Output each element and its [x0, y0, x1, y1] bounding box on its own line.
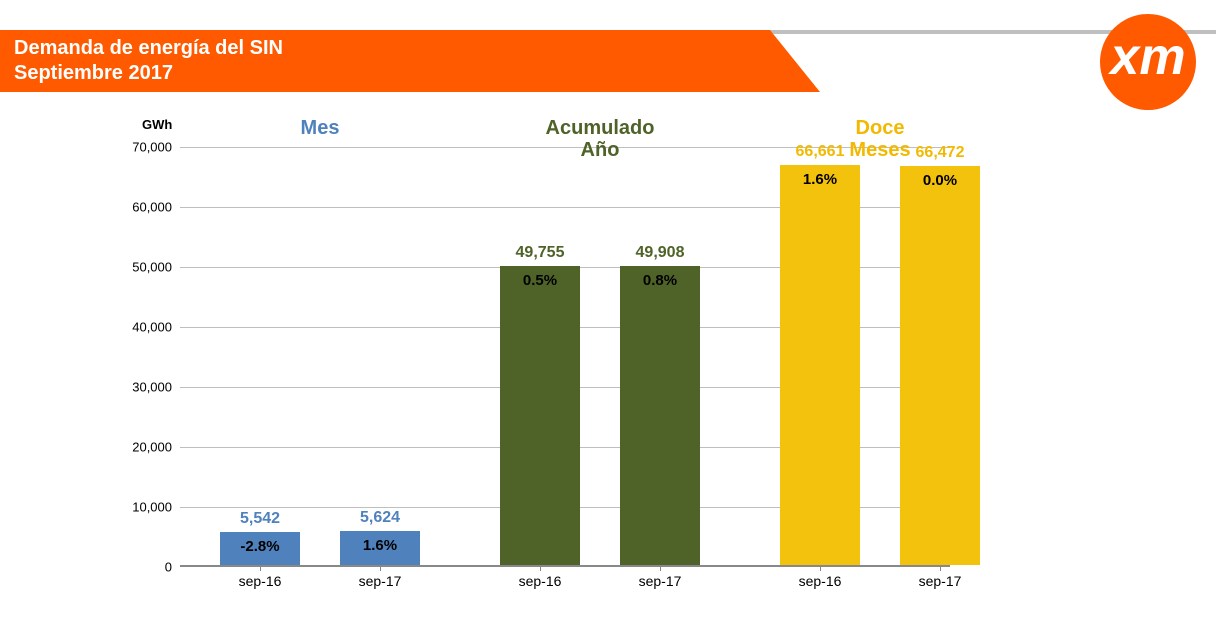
y-tick-label: 10,000 — [132, 500, 172, 515]
page-title-line1: Demanda de energía del SIN — [14, 37, 283, 59]
xm-logo: xm — [1098, 12, 1198, 112]
x-tick-mark — [260, 565, 261, 571]
bar-pct-label: -2.8% — [240, 538, 279, 555]
x-tick-mark — [380, 565, 381, 571]
bar-value-label: 66,661 — [796, 143, 845, 161]
bar-pct-label: 0.8% — [643, 272, 677, 289]
bar-pct-label: 1.6% — [803, 171, 837, 188]
bar-value-label: 66,472 — [916, 144, 965, 162]
bar-value-label: 5,542 — [240, 510, 280, 528]
group-title: Acumulado Año — [546, 117, 655, 161]
x-tick-mark — [940, 565, 941, 571]
x-tick-label: sep-16 — [799, 573, 842, 589]
y-tick-label: 50,000 — [132, 260, 172, 275]
bar-value-label: 49,908 — [636, 244, 685, 262]
x-tick-mark — [660, 565, 661, 571]
bar-pct-label: 0.5% — [523, 272, 557, 289]
x-tick-label: sep-17 — [359, 573, 402, 589]
bar-value-label: 49,755 — [516, 244, 565, 262]
bar: 49,7550.5% — [500, 266, 580, 565]
y-tick-label: 30,000 — [132, 380, 172, 395]
chart: GWh 010,00020,00030,00040,00050,00060,00… — [100, 115, 980, 615]
bar-value-label: 5,624 — [360, 509, 400, 527]
svg-text:xm: xm — [1107, 28, 1185, 86]
y-tick-label: 20,000 — [132, 440, 172, 455]
y-axis-unit: GWh — [142, 117, 172, 132]
x-tick-label: sep-16 — [239, 573, 282, 589]
bar: 66,4720.0% — [900, 166, 980, 565]
x-tick-label: sep-17 — [919, 573, 962, 589]
bar-pct-label: 1.6% — [363, 537, 397, 554]
bar: 5,542-2.8% — [220, 532, 300, 565]
y-tick-label: 0 — [165, 560, 172, 575]
group-title: Doce Meses — [845, 117, 915, 161]
x-tick-mark — [540, 565, 541, 571]
plot-area: 010,00020,00030,00040,00050,00060,00070,… — [180, 147, 950, 567]
x-tick-label: sep-17 — [639, 573, 682, 589]
y-tick-label: 40,000 — [132, 320, 172, 335]
bar: 5,6241.6% — [340, 531, 420, 565]
group-title: Mes — [301, 117, 340, 139]
header-band: Demanda de energía del SIN Septiembre 20… — [0, 30, 1216, 92]
bar: 66,6611.6% — [780, 165, 860, 565]
y-tick-label: 70,000 — [132, 140, 172, 155]
x-tick-mark — [820, 565, 821, 571]
page-title: Demanda de energía del SIN Septiembre 20… — [14, 36, 283, 86]
x-tick-label: sep-16 — [519, 573, 562, 589]
bar: 49,9080.8% — [620, 266, 700, 565]
y-tick-label: 60,000 — [132, 200, 172, 215]
page-title-line2: Septiembre 2017 — [14, 62, 173, 84]
bar-pct-label: 0.0% — [923, 172, 957, 189]
